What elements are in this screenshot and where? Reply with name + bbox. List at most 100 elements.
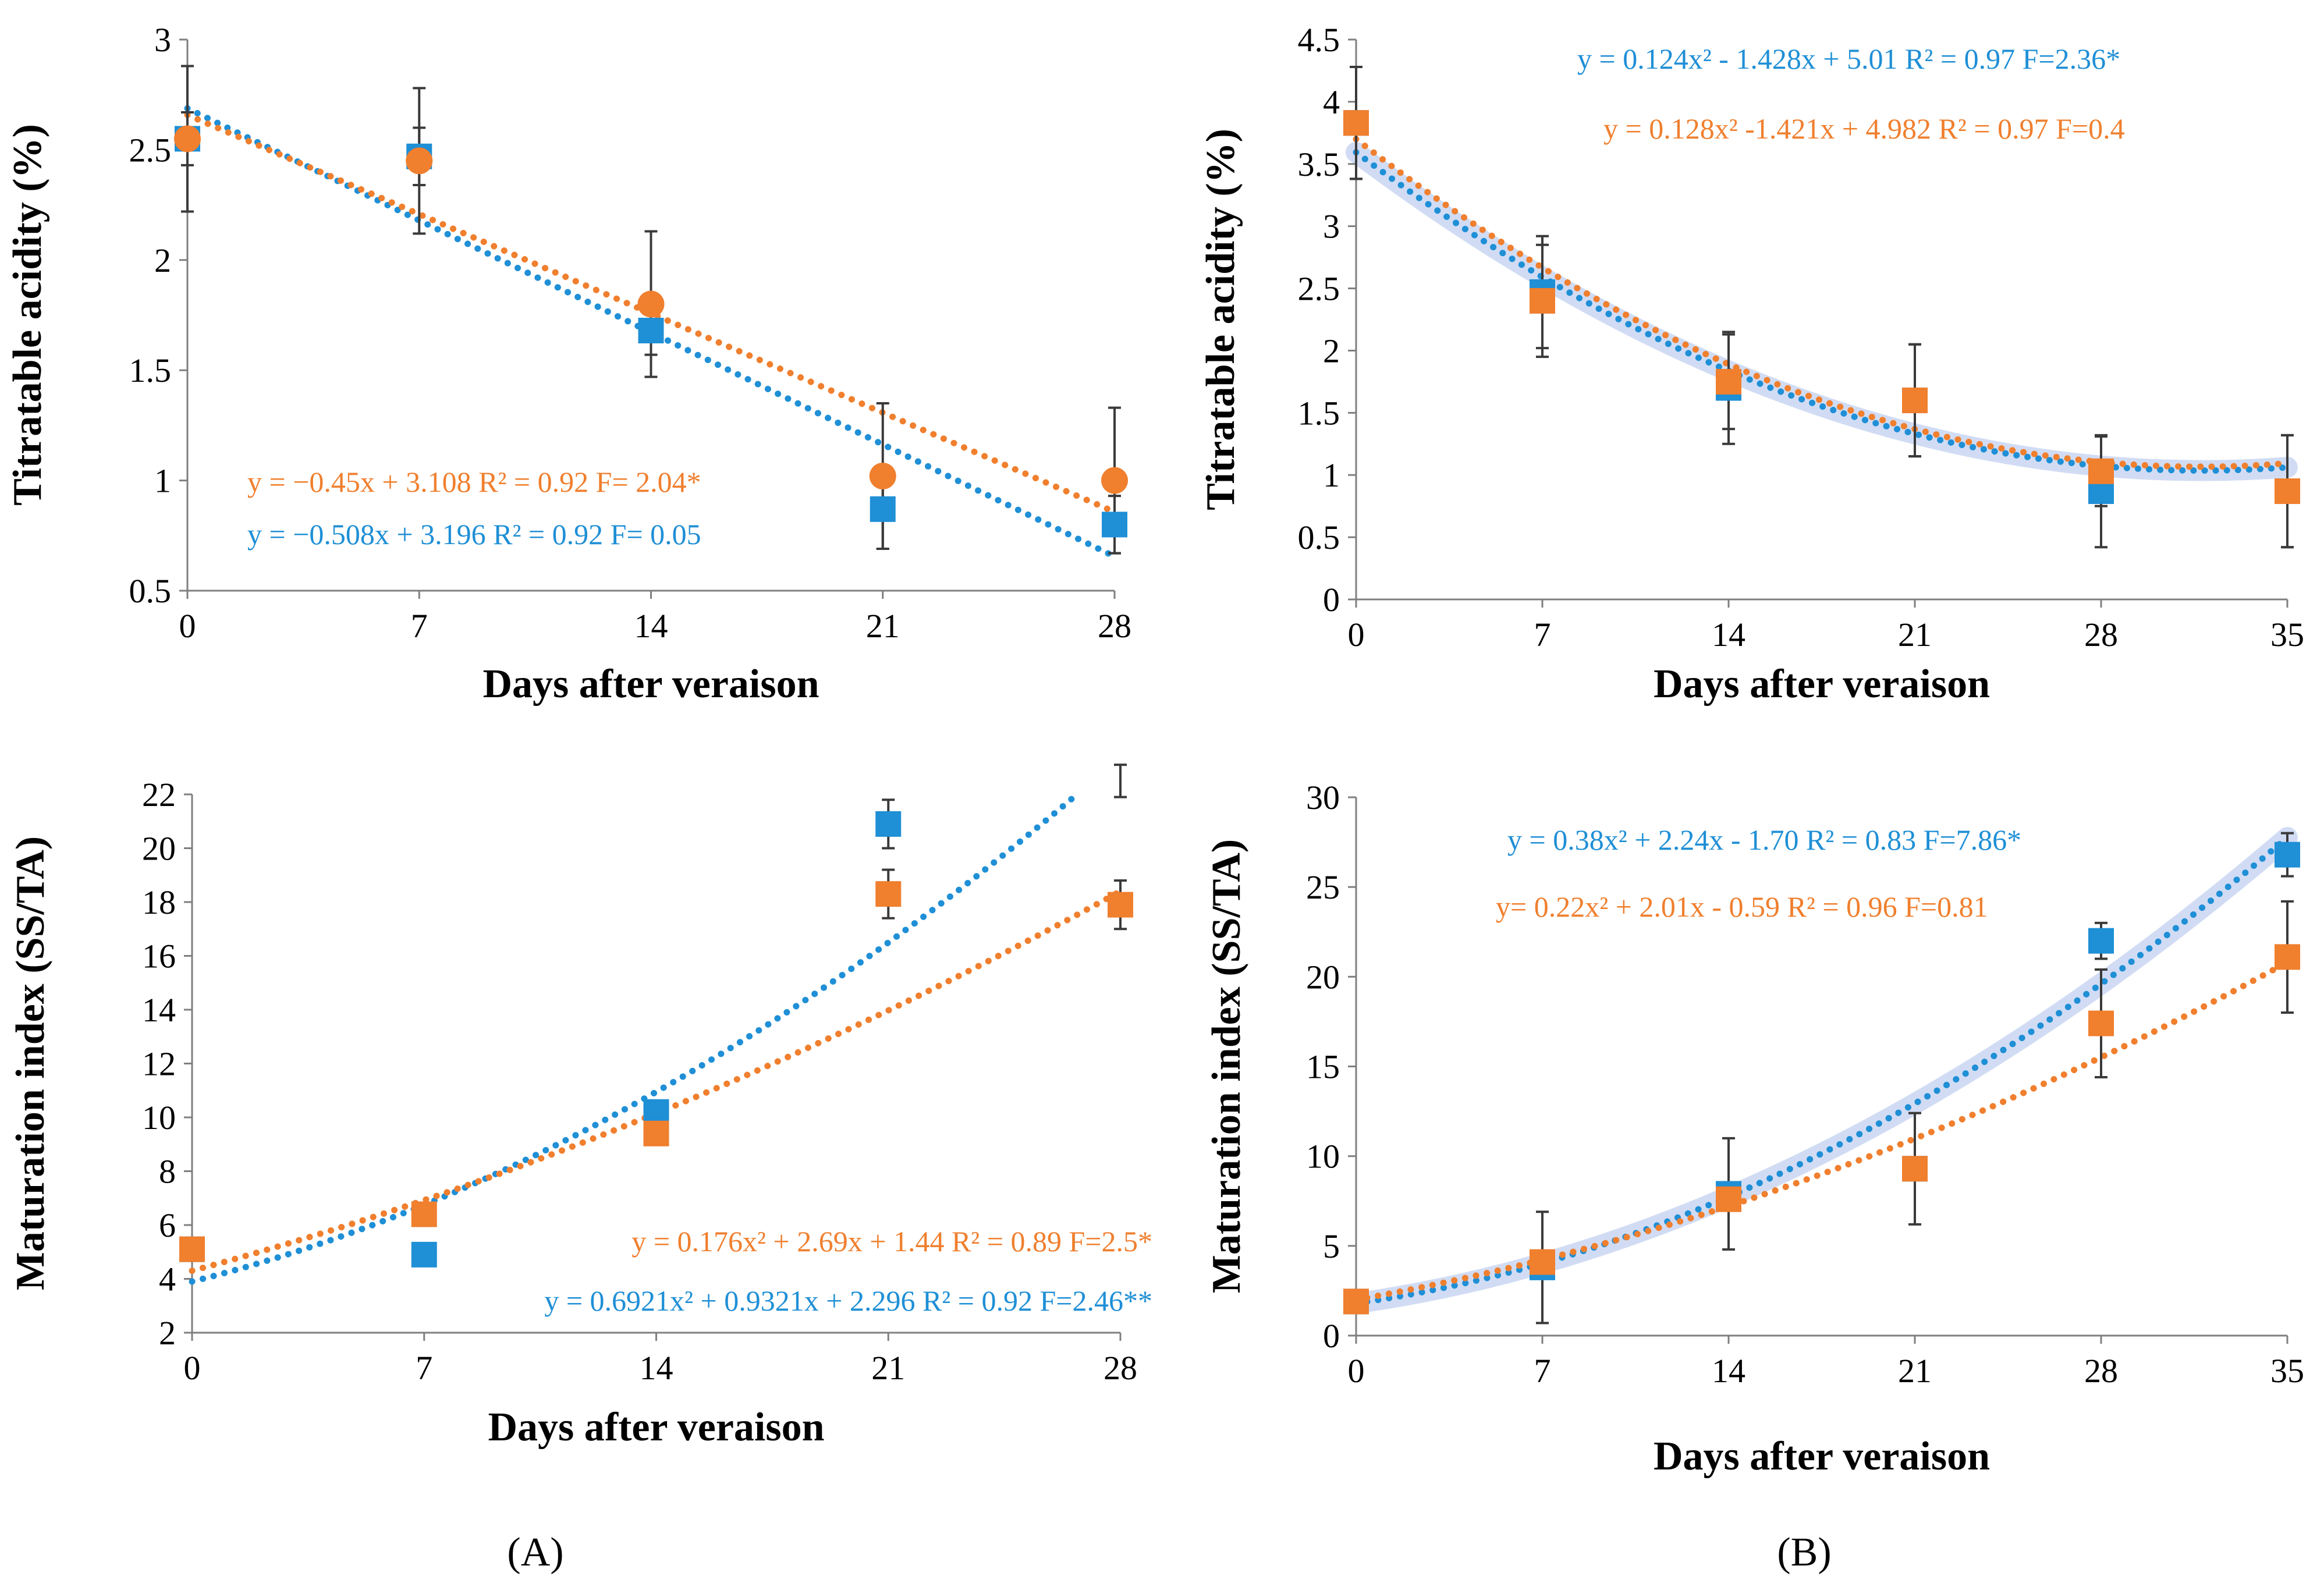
y-tick-label: 2.5	[1298, 270, 1340, 308]
x-tick-label: 0	[184, 1349, 201, 1387]
data-point-orange	[2088, 458, 2114, 484]
chart-titratable-acidity-a: 0.5 1 1.5 2 2.5 3 0 7 14 21 28 Days after veraison T…	[5, 21, 1131, 707]
y-tick-label: 0.5	[1298, 519, 1340, 556]
data-point-orange	[1343, 1288, 1369, 1315]
x-tick-label: 0	[1348, 616, 1365, 654]
data-point-blue	[875, 811, 902, 837]
trendline-orange	[184, 112, 1118, 515]
y-tick-label: 14	[142, 991, 176, 1029]
y-tick-label: 0	[1323, 1317, 1340, 1355]
trendline-blue	[189, 793, 1077, 1285]
y-tick-label: 25	[1306, 868, 1340, 906]
x-tick-label: 28	[1104, 1349, 1137, 1387]
error-bar-blue	[1114, 764, 1127, 798]
data-point-orange	[869, 463, 896, 490]
x-tick-label: 0	[1348, 1352, 1365, 1390]
y-tick-label: 15	[1306, 1048, 1340, 1086]
x-tick-label: 21	[866, 607, 900, 645]
y-tick-label: 2	[154, 242, 171, 279]
data-point-orange	[1530, 1249, 1555, 1275]
data-point-orange	[174, 125, 201, 152]
y-tick-label: 22	[142, 776, 176, 814]
y-tick-label: 18	[142, 883, 176, 921]
y-axis-label: Titratable acidity (%)	[5, 124, 50, 506]
x-tick-label: 7	[416, 1349, 432, 1387]
data-point-orange	[406, 147, 433, 175]
x-tick-label: 14	[640, 1349, 673, 1387]
x-tick-label: 7	[411, 607, 428, 645]
y-tick-label: 2.5	[129, 131, 172, 169]
data-point-orange	[2275, 478, 2300, 505]
x-tick-label: 14	[634, 607, 668, 645]
y-tick-label: 4.5	[1298, 21, 1340, 59]
data-point-blue	[1102, 512, 1127, 538]
data-point-orange	[1108, 892, 1133, 918]
data-point-orange	[411, 1201, 437, 1227]
x-tick-label: 7	[1534, 1352, 1551, 1390]
data-point-blue	[643, 1099, 669, 1125]
y-tick-label: 1	[1323, 456, 1340, 494]
y-axis-label: Titratable acidity (%)	[1198, 129, 1243, 510]
y-tick-label: 16	[142, 938, 176, 975]
data-point-blue	[2275, 842, 2300, 868]
y-tick-label: 0	[1323, 581, 1340, 619]
y-tick-label: 4	[1323, 83, 1340, 121]
data-point-orange	[2275, 944, 2300, 970]
chart-titratable-acidity-b: 0 0.5 1 1.5 2 2.5 3 3.5 4 4.5 0 7 14 21 28 35 Days after…	[1198, 21, 2304, 707]
trend-equation-orange: y= 0.22x² + 2.01x - 0.59 R² = 0.96 F=0.8…	[1496, 890, 1988, 923]
data-point-blue	[411, 1241, 437, 1268]
trendline-orange	[1353, 136, 2291, 470]
data-point-orange	[1343, 110, 1369, 136]
x-tick-label: 35	[2270, 616, 2304, 654]
trendline-orange	[1353, 959, 2291, 1303]
data-point-orange	[1101, 467, 1128, 494]
trend-equation-blue: y = 0.124x² - 1.428x + 5.01 R² = 0.97 F=…	[1577, 42, 2120, 75]
trendline-blue	[184, 105, 1118, 560]
data-point-orange	[2088, 1010, 2114, 1036]
x-tick-label: 14	[1712, 616, 1745, 654]
x-tick-label: 21	[871, 1349, 905, 1387]
x-tick-label: 21	[1898, 616, 1932, 654]
data-point-orange	[1902, 387, 1928, 413]
x-tick-label: 14	[1712, 1352, 1745, 1390]
y-axis-label: Maturation index (SS/TA)	[8, 836, 53, 1290]
y-axis-label: Maturation index (SS/TA)	[1204, 839, 1249, 1293]
y-tick-label: 12	[142, 1045, 176, 1083]
y-tick-label: 30	[1306, 779, 1340, 816]
y-tick-label: 8	[159, 1153, 176, 1191]
y-tick-label: 2	[1323, 332, 1340, 370]
x-tick-label: 28	[2084, 616, 2118, 654]
trendline-blue	[1353, 149, 2291, 474]
y-tick-label: 20	[1306, 958, 1340, 996]
x-axis-label: Days after veraison	[488, 1405, 824, 1450]
trendline-orange	[189, 888, 1124, 1275]
data-point-orange	[1902, 1156, 1928, 1182]
x-axis-label: Days after veraison	[1654, 1434, 1990, 1479]
x-tick-label: 35	[2270, 1352, 2304, 1390]
data-point-orange	[637, 290, 665, 318]
y-tick-label: 20	[142, 830, 176, 868]
chart-maturation-index-b: 0 5 10 15 20 25 30 0 7 14 21 28 35 Days after veraiso…	[1204, 779, 2304, 1479]
trend-equation-blue: y = 0.6921x² + 0.9321x + 2.296 R² = 0.92…	[544, 1284, 1152, 1317]
chart-maturation-index-a: 2 4 6 8 10 12 14 16 18 20 22 0 7 14 21 28 Days after ver…	[8, 764, 1152, 1450]
trendline-blue	[1353, 834, 2291, 1307]
data-point-orange	[643, 1120, 669, 1146]
panel-label-b: (B)	[1777, 1530, 1831, 1575]
x-tick-label: 28	[1098, 607, 1131, 645]
y-tick-label: 1.5	[129, 352, 172, 389]
y-tick-label: 1	[154, 462, 171, 500]
x-tick-label: 21	[1898, 1352, 1932, 1390]
trend-equation-blue: y = 0.38x² + 2.24x - 1.70 R² = 0.83 F=7.…	[1507, 823, 2021, 856]
data-point-orange	[1716, 368, 1741, 395]
y-tick-label: 5	[1323, 1227, 1340, 1265]
trendline-halo-blue	[1346, 141, 2298, 481]
y-tick-label: 6	[159, 1206, 176, 1244]
x-axis-label: Days after veraison	[1654, 662, 1990, 707]
y-tick-label: 10	[142, 1099, 176, 1137]
trend-equation-blue: y = −0.508x + 3.196 R² = 0.92 F= 0.05	[247, 518, 701, 551]
x-tick-label: 7	[1534, 616, 1551, 654]
trend-equation-orange: y = 0.128x² -1.421x + 4.982 R² = 0.97 F=…	[1603, 112, 2125, 145]
y-tick-label: 3.5	[1298, 145, 1340, 183]
data-point-blue	[638, 318, 664, 344]
